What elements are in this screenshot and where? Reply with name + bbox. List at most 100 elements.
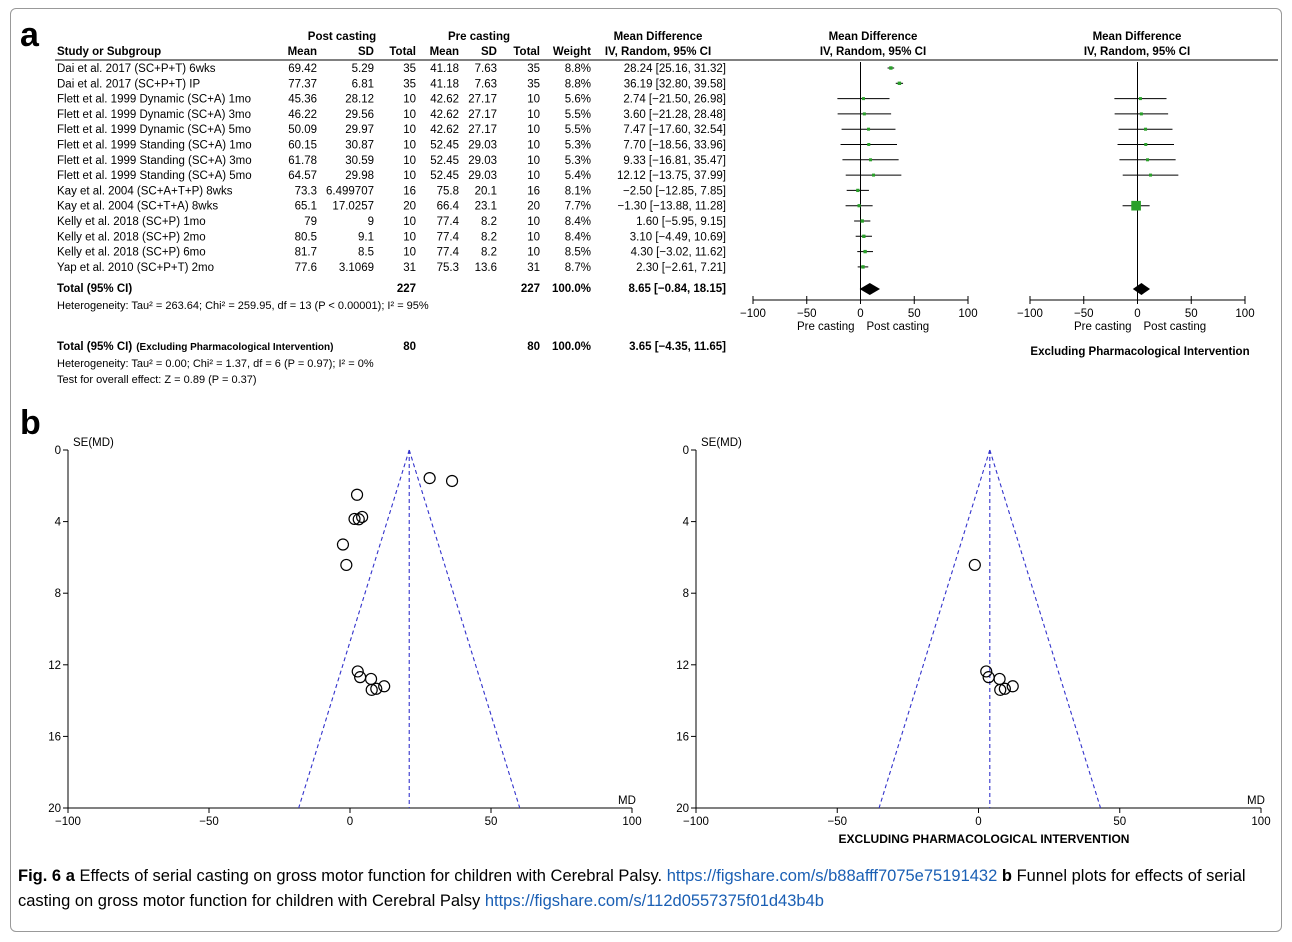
figure-caption: Fig. 6 a Effects of serial casting on gr… [18,864,1280,914]
forest-point [862,112,866,116]
col-study: Study or Subgroup [57,46,161,58]
table-rows: Dai et al. 2017 (SC+P+T) 6wks 69.42 5.29 35… [57,63,726,274]
cell-pre-total: 10 [527,109,540,121]
total-excl-ci: 3.65 [−4.35, 11.65] [629,341,726,353]
cell-post-total: 10 [403,247,416,259]
forest-point [861,265,865,269]
forest-tick-label: 0 [857,308,863,320]
forest-point [860,219,864,223]
header-mean-difference: Mean Difference [614,31,703,43]
table-row: Flett et al. 1999 Dynamic (SC+A) 5mo 50.0… [57,124,726,136]
funnel-point [423,472,436,485]
cell-pre-sd: 27.17 [468,109,497,121]
cell-pre-sd: 8.2 [481,247,497,259]
cell-weight: 5.3% [565,140,591,152]
cell-pre-total: 31 [527,262,540,274]
cell-post-mean: 50.09 [288,124,317,136]
funnel-y-axis-label: SE(MD) [73,437,114,449]
cell-study: Dai et al. 2017 (SC+P+T) 6wks [57,63,216,75]
cell-ci: 1.60 [−5.95, 9.15] [636,216,726,228]
cell-pre-mean: 41.18 [430,78,459,90]
funnel-y-tick-label: 0 [55,445,61,457]
cell-post-sd: 9.1 [358,231,374,243]
forest-point [856,188,860,193]
cell-study: Yap et al. 2010 (SC+P+T) 2mo [57,262,214,274]
forest-tick-label: −100 [1017,308,1043,320]
funnel-x-tick-label: 0 [975,816,981,828]
forest-point [1131,200,1141,211]
forest-tick-label: 100 [958,308,977,320]
figure-svg: a b Post casting Pre casting Mean Differ… [20,16,1278,846]
funnel-x-tick-label: 50 [1113,816,1126,828]
cell-pre-mean: 52.45 [430,155,459,167]
col-pre-total: Total [513,46,540,58]
funnel-point [350,488,364,501]
cell-post-sd: 29.98 [345,170,374,182]
caption-link-a[interactable]: https://figshare.com/s/b88afff7075e75191… [666,867,998,885]
forest-tick-label: 100 [1235,308,1254,320]
funnel-point [370,682,383,695]
caption-text-a: Effects of serial casting on gross motor… [79,867,663,885]
funnel-plot-all: 0 4 8 12 16 20−100 −50 0 50 100 SE(MD) MD [48,437,641,828]
table-row: Kay et al. 2004 (SC+T+A) 8wks 65.1 17.0257… [57,201,726,213]
cell-study: Flett et al. 1999 Standing (SC+A) 5mo [57,170,252,182]
cell-post-total: 10 [403,216,416,228]
funnel-point [351,665,364,678]
forest-pooled-diamond [859,283,881,295]
forest-tick-label: −100 [740,308,766,320]
cell-pre-sd: 27.17 [468,94,497,106]
forest-point [867,127,871,131]
col-weight: Weight [553,46,591,58]
cell-pre-sd: 29.03 [468,155,497,167]
cell-pre-total: 20 [527,201,540,213]
forest-tick-label: 0 [1134,308,1140,320]
cell-weight: 5.4% [565,170,591,182]
funnel-x-tick-label: 100 [622,816,641,828]
cell-pre-total: 10 [527,216,540,228]
cell-ci: −1.30 [−13.88, 11.28] [618,201,727,213]
cell-pre-total: 10 [527,231,540,243]
panel-a-letter: a [20,16,40,54]
plot2-title: Mean Difference [1093,31,1182,43]
cell-weight: 5.3% [565,155,591,167]
cell-post-mean: 45.36 [288,94,317,106]
caption-text-b: Funnel plots for effects of serial casti… [18,867,1246,910]
funnel-y-tick-label: 12 [48,660,61,672]
funnel-point [365,683,378,696]
col-post-mean: Mean [288,46,317,58]
cell-post-total: 10 [403,231,416,243]
forest-point [1149,173,1153,177]
cell-post-total: 10 [403,155,416,167]
cell-post-mean: 79 [304,216,317,228]
cell-post-sd: 28.12 [345,94,374,106]
table-row: Dai et al. 2017 (SC+P+T) IP 77.37 6.81 35 41… [57,78,726,90]
cell-study: Kay et al. 2004 (SC+A+T+P) 8wks [57,185,233,197]
cell-post-sd: 30.59 [345,155,374,167]
funnel-x-axis-label: MD [1247,795,1265,807]
cell-post-total: 10 [403,140,416,152]
plot1-subtitle: IV, Random, 95% CI [820,46,926,58]
forest-tick-label: 50 [908,308,921,320]
caption-link-b[interactable]: https://figshare.com/s/112d0557375f01d43… [484,892,824,910]
cell-study: Flett et al. 1999 Dynamic (SC+A) 3mo [57,109,251,121]
cell-study: Flett et al. 1999 Standing (SC+A) 3mo [57,155,252,167]
total-excl-pre-n: 80 [527,341,540,353]
cell-pre-total: 10 [527,94,540,106]
funnel-point [336,538,350,551]
total-label: Total (95% CI) [57,283,132,295]
funnel-y-tick-label: 0 [683,445,689,457]
cell-post-total: 20 [403,201,416,213]
table-row: Kay et al. 2004 (SC+A+T+P) 8wks 73.3 6.499… [57,185,726,197]
table-row: Flett et al. 1999 Standing (SC+A) 3mo 61.… [57,155,726,167]
table-totals: Total (95% CI) 227 227 100.0% 8.65 [−0.8… [57,283,726,386]
funnel-x-axis-label: MD [618,795,636,807]
cell-ci: 9.33 [−16.81, 35.47] [623,155,726,167]
cell-ci: 12.12 [−13.75, 37.99] [617,170,726,182]
cell-post-mean: 61.78 [288,155,317,167]
forest-point [857,204,861,208]
table-row: Flett et al. 1999 Standing (SC+A) 1mo 60.… [57,140,726,152]
cell-post-sd: 9 [368,216,374,228]
cell-pre-total: 35 [527,78,540,90]
cell-post-total: 35 [403,63,416,75]
cell-pre-sd: 29.03 [468,170,497,182]
